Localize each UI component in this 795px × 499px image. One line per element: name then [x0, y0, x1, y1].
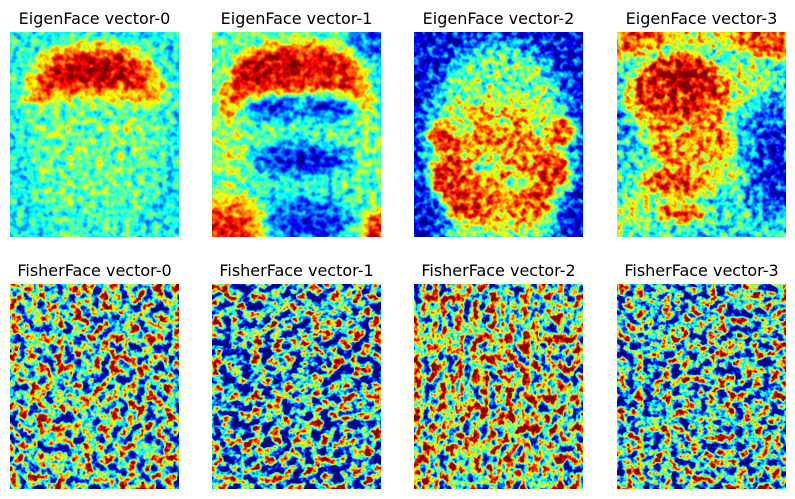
eigenface-1-image	[212, 32, 381, 237]
eigenface-3-image	[617, 32, 786, 237]
fisherface-0-image	[10, 284, 179, 489]
eigenface-0-image	[10, 32, 179, 237]
panel-title-eigenface-1: EigenFace vector-1	[220, 9, 373, 28]
panel-title-fisherface-0: FisherFace vector-0	[17, 261, 172, 280]
panel-title-fisherface-3: FisherFace vector-3	[624, 261, 779, 280]
fisherface-1-image	[212, 284, 381, 489]
panel-title-fisherface-2: FisherFace vector-2	[421, 261, 576, 280]
panel-title-fisherface-1: FisherFace vector-1	[219, 261, 374, 280]
fisherface-2-image	[414, 284, 583, 489]
panel-title-eigenface-2: EigenFace vector-2	[422, 9, 575, 28]
fisherface-3-image	[617, 284, 786, 489]
panel-title-eigenface-3: EigenFace vector-3	[625, 9, 778, 28]
panel-title-eigenface-0: EigenFace vector-0	[18, 9, 171, 28]
eigenface-2-image	[414, 32, 583, 237]
